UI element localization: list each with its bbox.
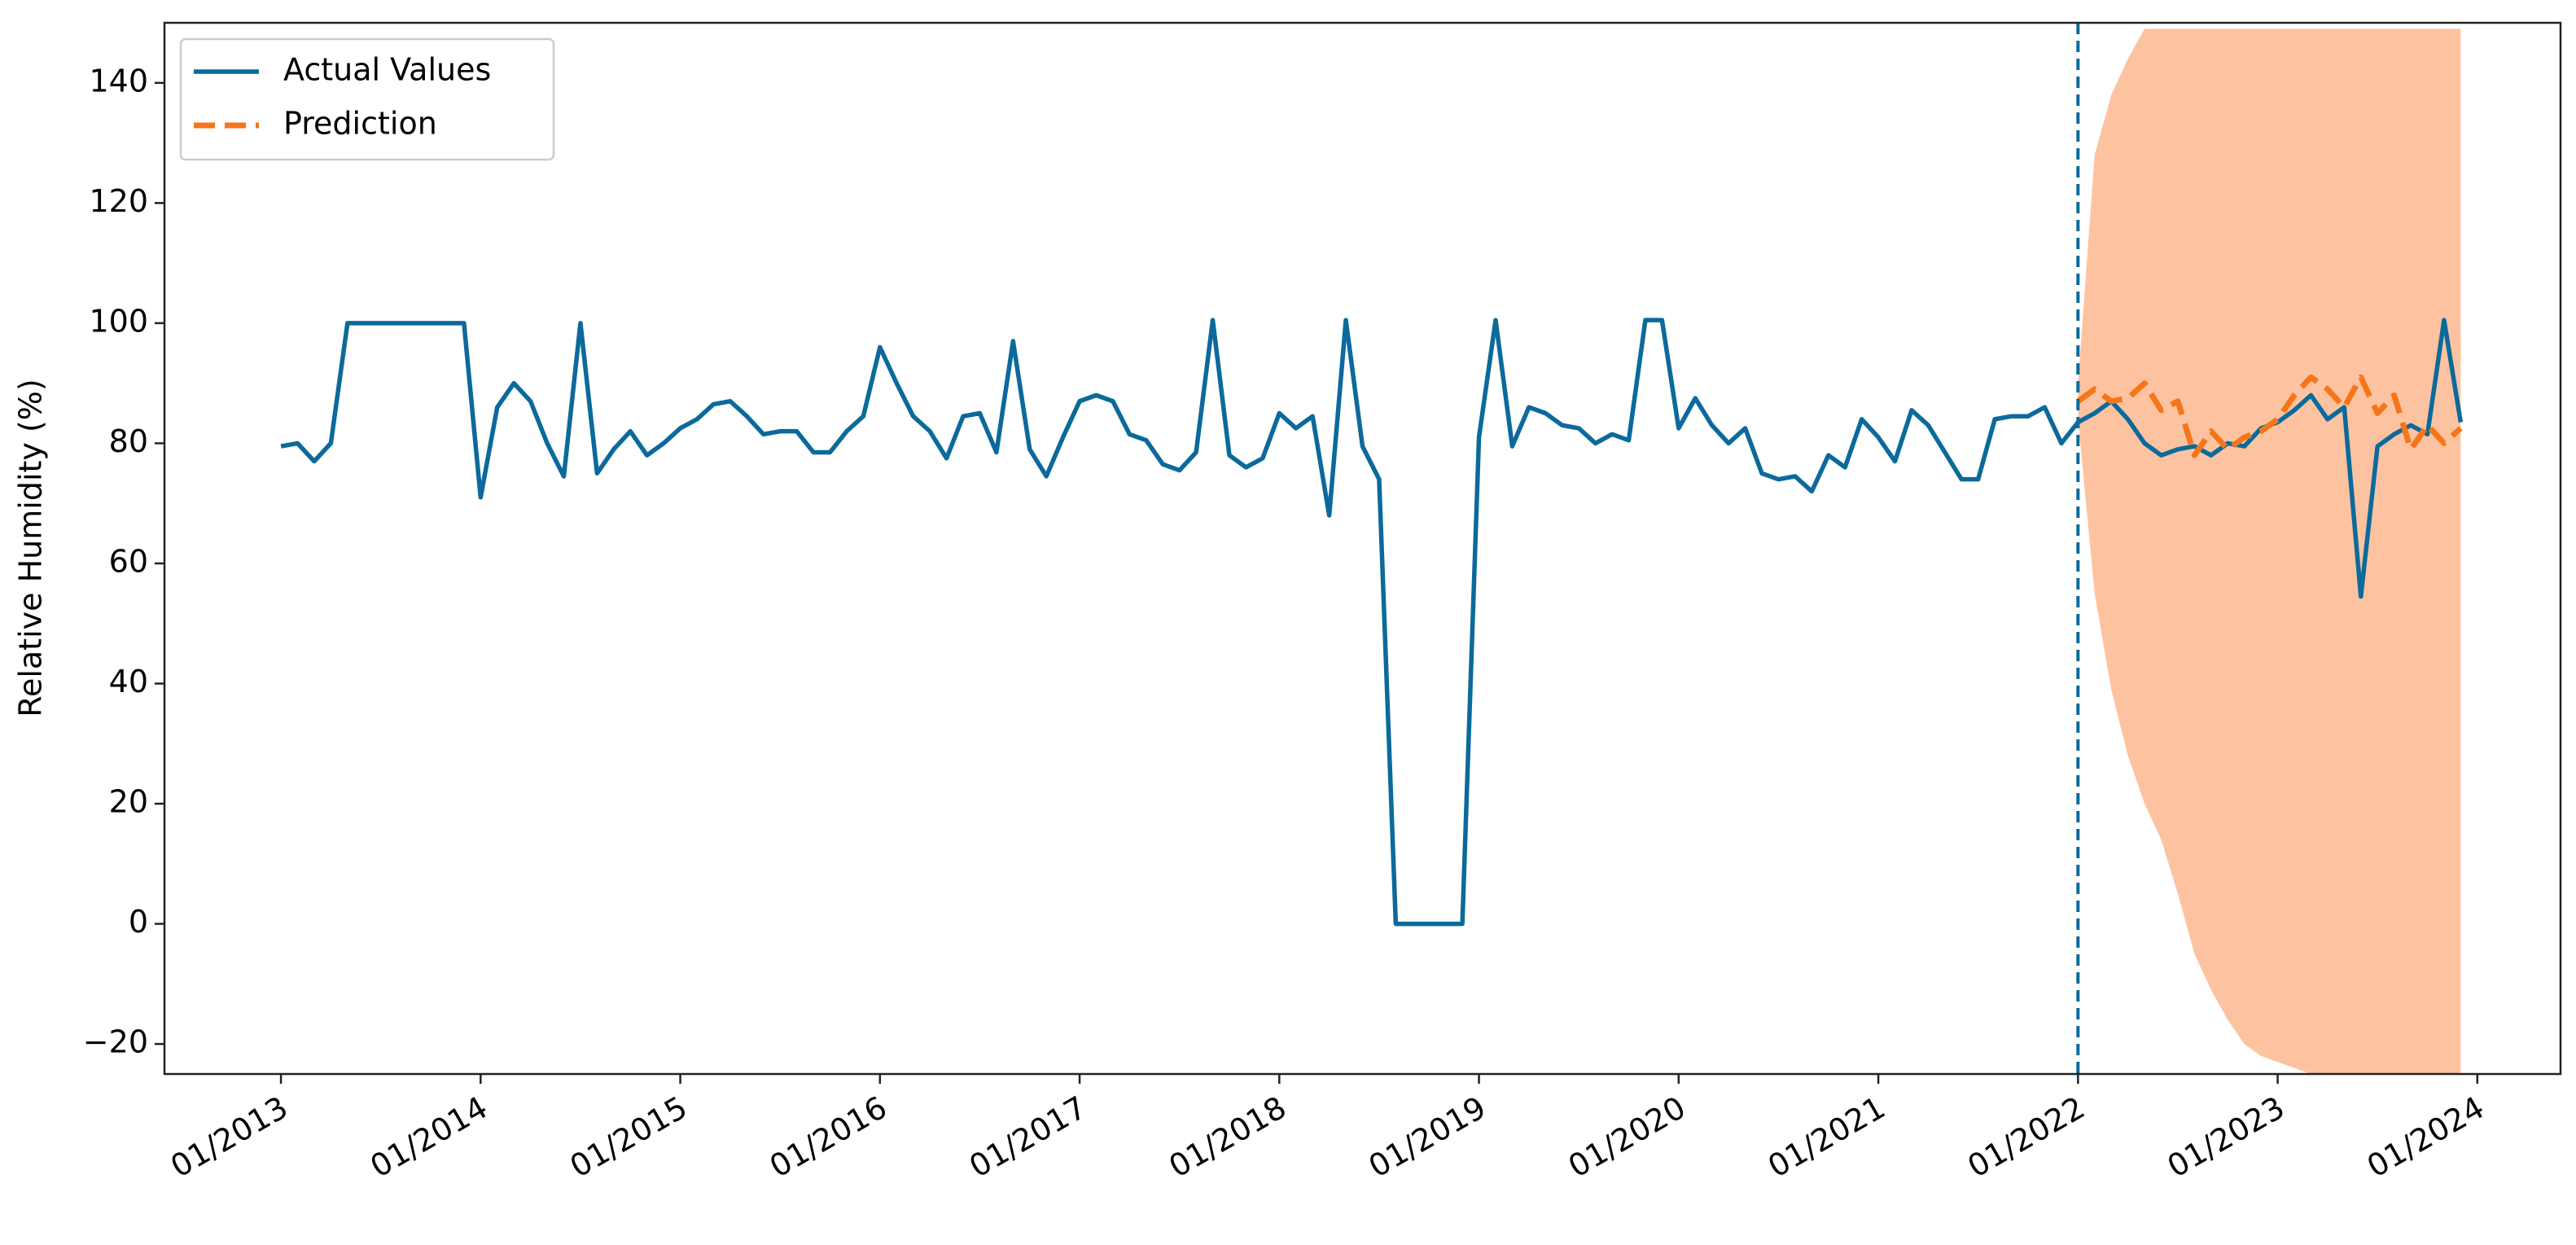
- y-tick-label: −20: [83, 1024, 148, 1060]
- x-tick-label: 01/2017: [963, 1089, 1093, 1185]
- series-line: [280, 318, 2464, 927]
- series-line: [2076, 374, 2463, 458]
- y-axis-label: Relative Humidity (%): [13, 379, 49, 717]
- y-tick-label: 120: [89, 183, 148, 219]
- x-tick-label: 01/2013: [164, 1089, 294, 1185]
- y-tick-label: 80: [109, 423, 148, 459]
- y-tick-label: 20: [109, 784, 148, 820]
- y-tick-label: 100: [89, 303, 148, 339]
- y-tick-label: 0: [129, 904, 148, 940]
- legend-label: Actual Values: [283, 52, 491, 88]
- x-tick-label: 01/2020: [1562, 1089, 1692, 1185]
- prediction-band: [2078, 28, 2461, 1074]
- plot-frame: [163, 21, 2562, 1076]
- y-tick-label: 40: [109, 664, 148, 699]
- x-tick-label: 01/2015: [564, 1089, 694, 1185]
- x-tick-label: 01/2023: [2162, 1089, 2291, 1185]
- x-tick-label: 01/2019: [1363, 1089, 1492, 1185]
- x-tick-label: 01/2022: [1961, 1089, 2091, 1185]
- legend-box: [179, 37, 555, 161]
- y-tick-label: 140: [89, 63, 148, 99]
- x-tick-label: 01/2016: [764, 1089, 893, 1185]
- x-tick-label: 01/2014: [364, 1089, 493, 1185]
- x-tick-label: 01/2021: [1762, 1089, 1891, 1185]
- y-tick-label: 60: [109, 543, 148, 579]
- plot-area: [280, 28, 2464, 1074]
- x-tick-label: 01/2024: [2361, 1089, 2491, 1185]
- x-tick-label: 01/2018: [1163, 1089, 1292, 1185]
- legend-label: Prediction: [283, 106, 437, 142]
